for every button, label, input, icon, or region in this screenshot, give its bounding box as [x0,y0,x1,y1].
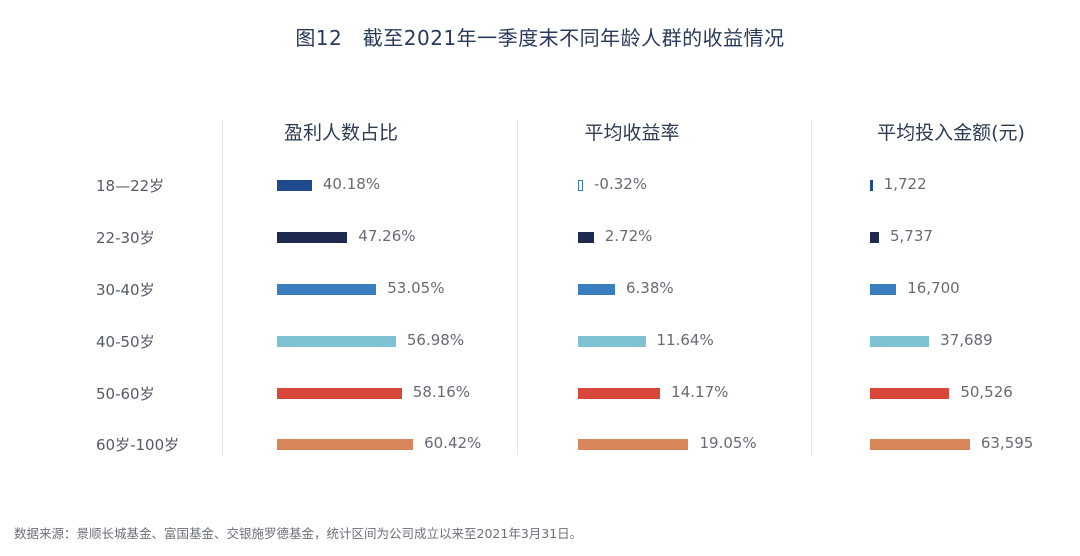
bar [870,439,970,450]
data-label: 40.18% [322,175,381,193]
data-label: 14.17% [671,383,729,401]
bar [870,232,879,243]
row-label: 18—22岁 [96,177,165,195]
panel-title: 平均收益率 [584,122,680,144]
panel-divider [222,120,223,455]
data-label: 58.16% [412,383,470,401]
panel-divider [811,120,812,455]
bar [277,284,377,295]
data-label: 47.26% [358,227,416,245]
bar [578,336,646,347]
data-label: 11.64% [656,331,714,349]
panel-divider [517,120,518,455]
bar [870,388,950,399]
bar [870,284,897,295]
chart-title: 图12 截至2021年一季度末不同年龄人群的收益情况 [295,26,785,50]
row-label: 40-50岁 [96,333,155,351]
bar [578,232,594,243]
data-label: 5,737 [890,227,933,245]
row-label: 22-30岁 [96,229,155,247]
bar [277,439,414,450]
data-label: 37,689 [940,331,993,349]
bar [870,336,930,347]
bar [578,388,661,399]
source-note: 数据来源：景顺长城基金、富国基金、交银施罗德基金，统计区间为公司成立以来至202… [14,526,583,541]
data-label: 19.05% [699,434,757,452]
bar [277,180,312,191]
data-label: -0.32% [594,175,648,193]
data-label: 63,595 [980,434,1034,452]
data-label: 2.72% [604,227,653,245]
bar [277,232,348,243]
row-label: 50-60岁 [96,385,155,403]
panel-title: 平均投入金额(元) [877,122,1025,144]
bar [578,439,689,450]
bar [277,336,396,347]
bar [578,180,583,191]
data-label: 16,700 [907,279,960,297]
data-label: 1,722 [883,175,927,193]
data-label: 56.98% [406,331,465,349]
panel-title: 盈利人数占比 [283,122,399,144]
bar [870,180,873,191]
row-label: 30-40岁 [96,281,155,299]
bar [578,284,615,295]
data-label: 50,526 [960,383,1013,401]
data-label: 6.38% [626,279,674,297]
data-label: 60.42% [424,434,482,452]
bar [277,388,402,399]
row-label: 60岁-100岁 [96,436,180,454]
data-label: 53.05% [387,279,445,297]
